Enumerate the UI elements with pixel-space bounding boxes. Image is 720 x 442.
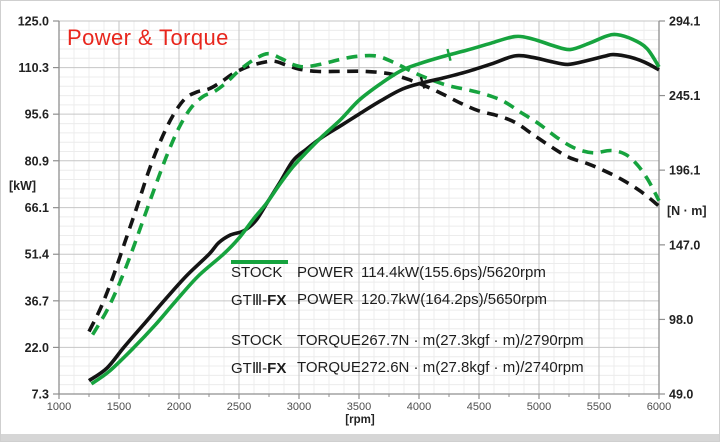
legend: STOCK POWER 114.4kW(155.6ps)/5620rpm GTⅢ-FX…: [231, 259, 584, 381]
curve-mark-gtfx-power: [446, 48, 452, 62]
x-tick-label: 6000: [647, 401, 671, 413]
legend-dashed-line-sample: [231, 260, 288, 264]
right-axis-unit: [N · m]: [667, 204, 707, 218]
right-tick-label: 294.1: [669, 15, 700, 29]
right-tick-label: 147.0: [669, 238, 700, 252]
left-tick-label: 95.6: [25, 108, 49, 122]
left-tick-label: 110.3: [18, 61, 49, 75]
x-tick-label: 2500: [227, 401, 251, 413]
legend-series-name: GTⅢ-FX: [231, 359, 287, 377]
legend-row-gtfx-torque: GTⅢ-FX TORQUE 272.6N · m(27.8kgf · m)/2740…: [231, 260, 584, 381]
x-tick-label: 4000: [407, 401, 431, 413]
curve-gtfx-torque: [91, 51, 661, 336]
legend-row-stock-power: STOCK POWER 114.4kW(155.6ps)/5620rpm: [231, 259, 584, 286]
right-tick-label: 245.1: [669, 89, 700, 103]
x-tick-label: 1500: [107, 401, 131, 413]
axis-ticks: [53, 20, 665, 399]
right-tick-label: 49.0: [669, 388, 693, 402]
right-tick-label: 98.0: [669, 313, 693, 327]
legend-series-value: 120.7kW(164.2ps)/5650rpm: [361, 291, 547, 308]
curve-stock-power: [87, 52, 660, 383]
legend-series-value: 267.7N · m(27.3kgf · m)/2790rpm: [361, 332, 584, 349]
x-tick-label: 2000: [167, 401, 191, 413]
x-tick-label: 5500: [587, 401, 611, 413]
legend-series-type: TORQUE: [297, 332, 361, 349]
left-tick-labels: 125.0 110.3 95.6 80.9 66.1 51.4 36.7 22.0 7.3: [18, 15, 49, 402]
legend-series-value: 272.6N · m(27.8kgf · m)/2740rpm: [361, 359, 584, 376]
window-bottom-edge: [1, 434, 719, 441]
left-tick-label: 51.4: [25, 248, 49, 262]
x-tick-label: 4500: [467, 401, 491, 413]
legend-series-value: 114.4kW(155.6ps)/5620rpm: [361, 264, 546, 281]
x-tick-labels: 1000 1500 2000 2500 3000 3500 4000 4500 5000 5500…: [47, 401, 671, 413]
legend-row-stock-torque: STOCK TORQUE 267.7N · m(27.3kgf · m)/2790r…: [231, 260, 584, 354]
legend-row-gtfx-power: GTⅢ-FX POWER 120.7kW(164.2ps)/5650rpm: [231, 260, 584, 313]
x-tick-label: 3500: [347, 401, 371, 413]
x-axis-unit: [rpm]: [345, 414, 375, 426]
grid-major: [59, 20, 659, 394]
left-tick-label: 125.0: [18, 15, 49, 29]
x-tick-label: 3000: [287, 401, 311, 413]
legend-series-name: GTⅢ-FX: [231, 291, 287, 309]
left-tick-label: 66.1: [25, 201, 49, 215]
x-tick-label: 5000: [527, 401, 551, 413]
curve-mark-stock-power: [419, 76, 426, 89]
left-tick-label: 80.9: [25, 154, 49, 168]
right-tick-labels: 294.1 245.1 196.1 147.0 98.0 49.0: [669, 15, 700, 402]
legend-series-name: STOCK: [231, 332, 283, 349]
left-tick-label: 36.7: [25, 294, 49, 308]
left-axis-unit: [kW]: [9, 179, 37, 193]
curve-gtfx-power: [90, 32, 661, 386]
legend-series-type: TORQUE: [297, 359, 361, 376]
x-tick-label: 1000: [47, 401, 71, 413]
legend-series-type: POWER: [297, 291, 354, 308]
left-tick-label: 7.3: [32, 388, 49, 402]
legend-series-name: STOCK: [231, 264, 283, 281]
right-tick-label: 196.1: [669, 164, 700, 178]
left-tick-label: 22.0: [25, 341, 49, 355]
chart-title: Power & Torque: [67, 25, 229, 50]
curve-stock-torque: [87, 59, 661, 333]
legend-series-type: POWER: [297, 264, 354, 281]
